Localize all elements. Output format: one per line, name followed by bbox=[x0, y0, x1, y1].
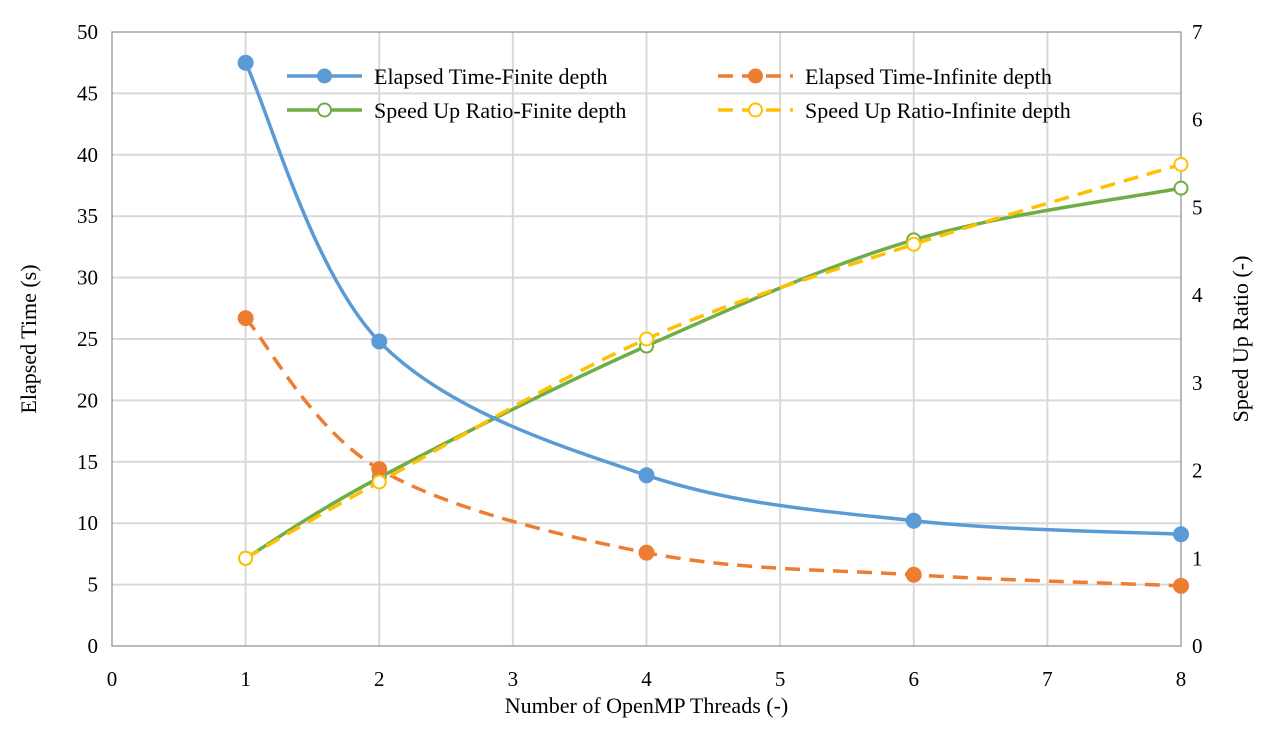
y-tick-label: 0 bbox=[88, 634, 99, 658]
x-tick-label: 6 bbox=[909, 667, 920, 691]
series-line bbox=[243, 60, 1183, 537]
legend: Elapsed Time-Finite depth Elapsed Time-In… bbox=[287, 64, 1071, 123]
y-axis-title: Elapsed Time (s) bbox=[16, 264, 41, 413]
data-point bbox=[905, 512, 922, 529]
legend-item: Speed Up Ratio-Finite depth bbox=[287, 98, 626, 123]
legend-label: Elapsed Time-Infinite depth bbox=[805, 64, 1052, 89]
legend-label: Elapsed Time-Finite depth bbox=[374, 64, 607, 89]
series-line bbox=[244, 316, 1182, 588]
x-tick-label: 4 bbox=[641, 667, 652, 691]
y2-tick-label: 5 bbox=[1192, 195, 1203, 219]
x-tick-label: 7 bbox=[1042, 667, 1053, 691]
data-point bbox=[237, 310, 254, 327]
series-elapsed-time-infinite-depth bbox=[237, 310, 1189, 594]
data-point bbox=[1173, 526, 1189, 543]
legend-item: Speed Up Ratio-Infinite depth bbox=[718, 98, 1071, 123]
legend-label: Speed Up Ratio-Finite depth bbox=[374, 98, 626, 123]
y-tick-label: 50 bbox=[77, 20, 98, 44]
series-elapsed-time-finite-depth bbox=[237, 54, 1189, 543]
data-point bbox=[371, 474, 387, 490]
y-tick-label: 10 bbox=[77, 511, 98, 535]
x-tick-label: 0 bbox=[107, 667, 118, 691]
y-tick-label: 15 bbox=[77, 450, 98, 474]
x-tick-label: 8 bbox=[1176, 667, 1187, 691]
data-point bbox=[237, 54, 254, 71]
data-point bbox=[906, 236, 922, 252]
data-point bbox=[371, 333, 388, 350]
legend-marker bbox=[317, 102, 332, 118]
y2-tick-label: 0 bbox=[1192, 634, 1203, 658]
series-speed-up-ratio-infinite-depth bbox=[238, 156, 1189, 566]
y-tick-label: 40 bbox=[77, 143, 98, 167]
data-point bbox=[639, 331, 654, 347]
data-point bbox=[638, 544, 655, 561]
data-point bbox=[638, 467, 655, 484]
y-tick-label: 5 bbox=[88, 573, 99, 597]
legend-item: Elapsed Time-Infinite depth bbox=[718, 64, 1052, 89]
legend-marker bbox=[748, 102, 763, 118]
series-speed-up-ratio-finite-depth bbox=[238, 180, 1189, 566]
y-tick-label: 30 bbox=[77, 266, 98, 290]
y-tick-label: 25 bbox=[77, 327, 98, 351]
y2-tick-label: 2 bbox=[1192, 459, 1203, 483]
y2-tick-label: 4 bbox=[1192, 283, 1203, 307]
series-line bbox=[243, 186, 1183, 561]
legend-marker bbox=[748, 68, 763, 84]
data-point bbox=[1173, 577, 1189, 594]
y2-tick-label: 6 bbox=[1192, 108, 1203, 132]
x-axis-title: Number of OpenMP Threads (-) bbox=[505, 693, 789, 718]
y2-tick-label: 3 bbox=[1192, 371, 1203, 395]
x-tick-label: 5 bbox=[775, 667, 786, 691]
y2-tick-label: 7 bbox=[1192, 20, 1203, 44]
plot-area-frame bbox=[111, 31, 1182, 647]
data-point bbox=[371, 461, 388, 478]
y2-axis-title: Speed Up Ratio (-) bbox=[1228, 256, 1253, 423]
x-tick-label: 3 bbox=[508, 667, 519, 691]
data-point bbox=[1173, 180, 1189, 196]
series-layer bbox=[237, 54, 1189, 594]
data-point bbox=[1173, 156, 1189, 172]
y2-tick-label: 1 bbox=[1192, 546, 1203, 570]
data-point bbox=[905, 566, 922, 583]
legend-label: Speed Up Ratio-Infinite depth bbox=[805, 98, 1071, 123]
x-tick-label: 1 bbox=[240, 667, 251, 691]
y-tick-label: 45 bbox=[77, 81, 98, 105]
legend-item: Elapsed Time-Finite depth bbox=[287, 64, 607, 89]
data-point bbox=[238, 550, 254, 566]
legend-marker bbox=[317, 68, 332, 84]
y-tick-label: 35 bbox=[77, 204, 98, 228]
series-line bbox=[244, 162, 1182, 560]
x-tick-label: 2 bbox=[374, 667, 385, 691]
y-tick-label: 20 bbox=[77, 388, 98, 412]
